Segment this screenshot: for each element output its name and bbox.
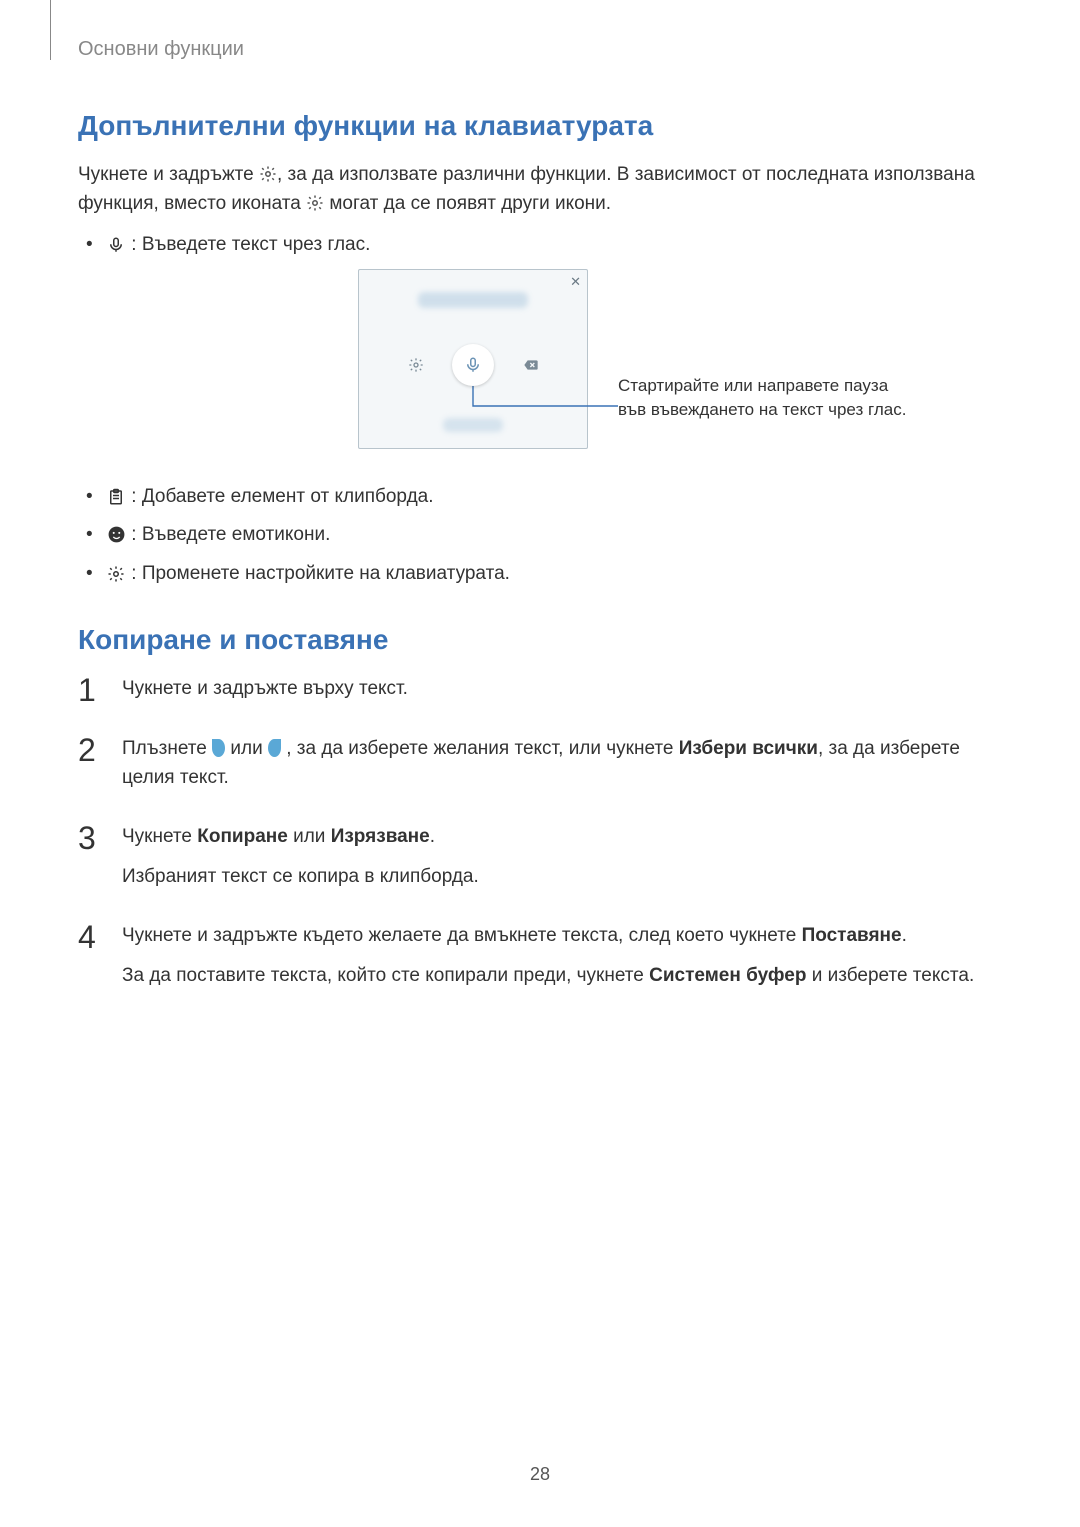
step-2-bold1: Избери всички	[679, 738, 818, 759]
diagram-controls-row	[359, 342, 587, 388]
intro-text-3: могат да се появят други икони.	[324, 193, 611, 214]
step-number: 1	[78, 666, 96, 716]
voice-input-diagram: ✕	[78, 269, 998, 469]
intro-text-1: Чукнете и задръжте	[78, 164, 259, 185]
steps-list: 1 Чукнете и задръжте върху текст. 2 Плъз…	[78, 674, 998, 990]
mic-button	[452, 344, 494, 386]
diagram-panel: ✕	[358, 269, 588, 449]
bullet-voice: : Въведете текст чрез глас.	[78, 229, 998, 261]
step-4-sub: За да поставите текста, който сте копира…	[122, 961, 998, 990]
margin-rule	[50, 0, 51, 60]
step-4-sub-a: За да поставите текста, който сте копира…	[122, 965, 649, 986]
section1-title: Допълнителни функции на клавиатурата	[78, 110, 998, 142]
bullet-list-top: : Въведете текст чрез глас.	[78, 229, 998, 261]
gear-icon	[306, 192, 324, 210]
step-3-text-a: Чукнете	[122, 826, 197, 847]
bullet-clipboard-text: : Добавете елемент от клипборда.	[131, 486, 433, 507]
gear-icon	[259, 163, 277, 181]
section2: Копиране и поставяне 1 Чукнете и задръжт…	[78, 624, 998, 990]
gear-icon	[408, 357, 424, 373]
step-4-text-b: .	[902, 925, 907, 946]
step-4-bold1: Поставяне	[802, 925, 902, 946]
step-2-text-c: , за да изберете желания текст, или чукн…	[286, 738, 679, 759]
step-2: 2 Плъзнете или , за да изберете желания …	[78, 734, 998, 793]
step-3-bold2: Изрязване	[331, 826, 430, 847]
clipboard-icon	[106, 487, 126, 507]
backspace-icon	[522, 357, 538, 373]
diagram-placeholder-text	[418, 292, 528, 308]
microphone-icon	[106, 235, 126, 255]
close-icon: ✕	[570, 274, 581, 290]
bullet-settings-text: : Променете настройките на клавиатурата.	[131, 563, 510, 584]
page-number: 28	[530, 1464, 550, 1485]
step-4-text-a: Чукнете и задръжте където желаете да вмъ…	[122, 925, 802, 946]
bullet-emoji: : Въведете емотикони.	[78, 519, 998, 551]
diagram-placeholder-text	[443, 418, 503, 432]
step-3-bold1: Копиране	[197, 826, 288, 847]
bullet-clipboard: : Добавете елемент от клипборда.	[78, 481, 998, 513]
page-content: Допълнителни функции на клавиатурата Чук…	[78, 110, 998, 1020]
step-4: 4 Чукнете и задръжте където желаете да в…	[78, 921, 998, 990]
step-4-sub-b: и изберете текста.	[806, 965, 974, 986]
step-3-text-c: .	[430, 826, 435, 847]
selection-handle-left-icon	[212, 738, 230, 759]
step-1-text: Чукнете и задръжте върху текст.	[122, 678, 408, 699]
section1-intro: Чукнете и задръжте , за да използвате ра…	[78, 160, 998, 219]
bullet-list-bottom: : Добавете елемент от клипборда. : Въвед…	[78, 481, 998, 590]
bullet-settings: : Променете настройките на клавиатурата.	[78, 558, 998, 590]
step-3: 3 Чукнете Копиране или Изрязване. Избран…	[78, 822, 998, 891]
selection-handle-right-icon	[268, 738, 286, 759]
step-2-text-a: Плъзнете	[122, 738, 212, 759]
callout-text: Стартирайте или направете пауза във въве…	[618, 374, 918, 422]
breadcrumb: Основни функции	[78, 38, 244, 61]
step-3-sub: Избраният текст се копира в клипборда.	[122, 862, 998, 891]
section2-title: Копиране и поставяне	[78, 624, 998, 656]
step-2-text-b: или	[230, 738, 268, 759]
step-1: 1 Чукнете и задръжте върху текст.	[78, 674, 998, 703]
emoji-icon	[106, 525, 126, 545]
bullet-voice-text: : Въведете текст чрез глас.	[131, 234, 370, 255]
step-4-sub-bold: Системен буфер	[649, 965, 806, 986]
step-number: 3	[78, 814, 96, 864]
gear-icon	[106, 564, 126, 584]
step-number: 2	[78, 726, 96, 776]
step-number: 4	[78, 913, 96, 963]
bullet-emoji-text: : Въведете емотикони.	[131, 524, 330, 545]
step-3-text-b: или	[288, 826, 331, 847]
